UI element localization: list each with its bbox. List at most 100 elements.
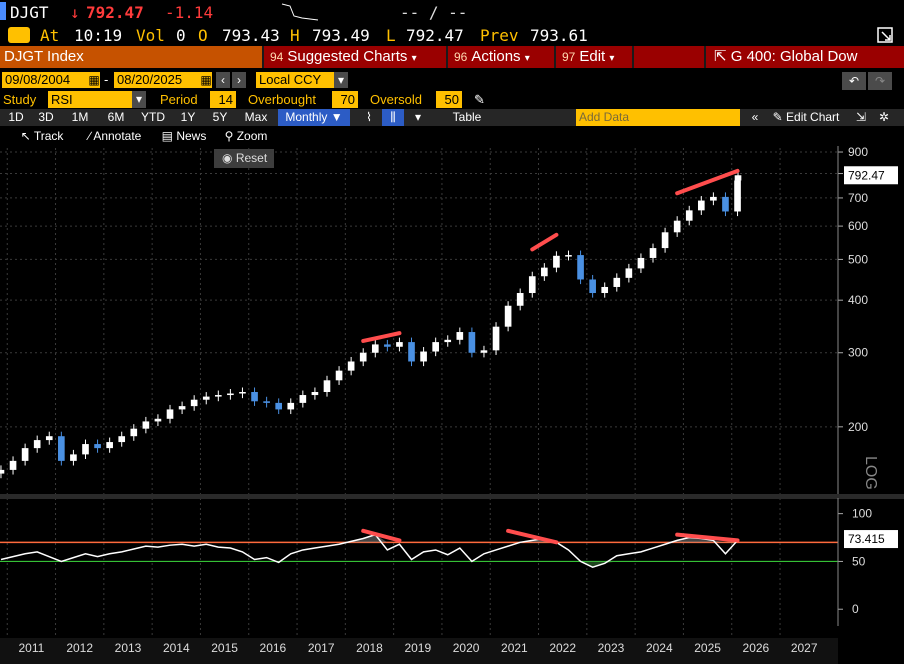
candle-body xyxy=(190,399,198,407)
suggested-charts-button[interactable]: 94 Suggested Charts ▾ xyxy=(264,46,446,68)
price-tick-label: 200 xyxy=(848,420,868,434)
redo-icon[interactable]: ↷ xyxy=(868,72,892,90)
candle-body xyxy=(432,342,439,352)
range-3d[interactable]: 3D xyxy=(38,110,54,124)
overbought-field[interactable]: 70 xyxy=(332,91,358,108)
candle-body xyxy=(118,436,126,443)
start-date: 09/08/2004 xyxy=(5,72,71,87)
end-date-field[interactable]: 08/20/2025 xyxy=(114,72,212,88)
frequency-dropdown[interactable]: Monthly ▼ xyxy=(278,109,350,126)
volume: 0 xyxy=(176,26,186,45)
candle-body xyxy=(287,402,295,410)
period-label: Period xyxy=(160,92,198,107)
start-date-field[interactable]: 09/08/2004 xyxy=(2,72,100,88)
reset-button[interactable]: ◉ Reset xyxy=(214,149,274,168)
candle-body xyxy=(661,232,669,249)
study-value: RSI xyxy=(51,92,73,107)
candle-body xyxy=(456,332,464,340)
candle-body xyxy=(106,442,113,449)
price-tick-label: 300 xyxy=(848,346,868,360)
study-dropdown[interactable]: RSI xyxy=(48,91,146,108)
gear-icon[interactable]: ✲ xyxy=(878,110,890,124)
range-5y[interactable]: 5Y xyxy=(212,110,228,124)
popout-icon[interactable] xyxy=(876,26,896,49)
reset-icon: ◉ xyxy=(222,151,233,165)
undo-icon[interactable]: ↶ xyxy=(842,72,866,90)
chart-type-caret-icon[interactable]: ▾ xyxy=(414,110,422,124)
study-label: Study xyxy=(3,92,37,107)
currency-dropdown[interactable]: Local CCY xyxy=(256,72,348,88)
candle-body xyxy=(227,393,234,396)
period-value: 14 xyxy=(218,92,233,107)
candle-body xyxy=(82,444,89,455)
actions-button[interactable]: 96 Actions ▾ xyxy=(448,46,554,68)
x-tick-label: 2011 xyxy=(18,641,44,655)
line-chart-icon[interactable]: ⌇ xyxy=(366,110,372,124)
next-period-button[interactable]: › xyxy=(232,72,246,88)
range-1y[interactable]: 1Y xyxy=(180,110,196,124)
bid-ask: -- / -- xyxy=(400,3,468,22)
collapse-icon[interactable]: « xyxy=(751,110,759,124)
edit-chart-button[interactable]: ✎ Edit Chart xyxy=(766,109,846,126)
reset-label: Reset xyxy=(235,151,268,165)
last-price: 792.47 xyxy=(86,3,144,22)
calendar-icon[interactable]: ▦ xyxy=(200,73,212,87)
candle-chart-icon[interactable]: ⫼ xyxy=(382,109,404,126)
ticker[interactable]: DJGT xyxy=(10,3,49,22)
oversold-field[interactable]: 50 xyxy=(436,91,462,108)
candle-body xyxy=(371,344,379,353)
candle-body xyxy=(21,448,29,461)
candle-body xyxy=(299,395,307,403)
candle-body xyxy=(58,436,65,461)
caret-down-icon[interactable]: ▾ xyxy=(334,72,348,88)
range-1d[interactable]: 1D xyxy=(8,110,24,124)
chart-canvas[interactable]: 2011 2012 2013 2014 2015 2016 2017 2018 2019 2020… xyxy=(0,146,904,664)
x-tick-label: 2017 xyxy=(308,641,335,655)
candle-body xyxy=(359,352,367,362)
range-6m[interactable]: 6M xyxy=(107,110,125,124)
calendar-icon[interactable]: ▦ xyxy=(88,73,100,87)
x-axis: 2011 2012 2013 2014 2015 2016 2017 2018 2019 2020… xyxy=(0,638,838,664)
candle-body xyxy=(613,277,621,287)
zoom-button[interactable]: ⚲ Zoom xyxy=(218,128,274,145)
range-1m[interactable]: 1M xyxy=(71,110,89,124)
suggested-label: Suggested Charts xyxy=(287,48,408,65)
chart-subbar: ↖ Track ∕ Annotate ▤ News ⚲ Zoom xyxy=(0,128,904,145)
open-price: 793.43 xyxy=(222,26,280,45)
down-arrow-icon: ↓ xyxy=(70,3,80,22)
x-tick-label: 2012 xyxy=(66,641,93,655)
function-bar: DJGT Index 94 Suggested Charts ▾ 96 Action… xyxy=(0,46,904,68)
zoom-icon: ⚲ xyxy=(224,129,234,143)
table-button[interactable]: Table xyxy=(452,110,482,124)
candle-body xyxy=(516,293,524,306)
function-title[interactable]: ⇱ G 400: Global Dow xyxy=(706,46,904,68)
price-tick-label: 700 xyxy=(848,191,868,205)
range-ytd[interactable]: YTD xyxy=(141,110,165,124)
prev-period-button[interactable]: ‹ xyxy=(216,72,230,88)
open-label: O xyxy=(198,26,208,45)
price-tick-label: 900 xyxy=(848,146,868,159)
candle-body xyxy=(311,392,319,396)
range-max[interactable]: Max xyxy=(244,110,268,124)
pencil-icon[interactable]: ✎ xyxy=(474,92,485,107)
add-data-input[interactable]: Add Data xyxy=(576,109,740,126)
period-field[interactable]: 14 xyxy=(210,91,236,108)
rsi-tick-label: 100 xyxy=(852,507,872,521)
caret-down-icon[interactable]: ▾ xyxy=(132,91,146,108)
quote-detail-line: At 10:19 Vol 0 O 793.43 H 793.49 L 792.4… xyxy=(0,24,904,46)
candle-body xyxy=(384,344,391,347)
caret-down-icon: ▾ xyxy=(524,53,530,64)
candle-body xyxy=(94,444,101,449)
edit-button[interactable]: 97 Edit ▾ xyxy=(556,46,632,68)
news-icon: ▤ xyxy=(161,129,173,143)
track-button[interactable]: ↖ Track xyxy=(14,128,70,145)
candle-body xyxy=(45,436,53,441)
x-tick-label: 2024 xyxy=(646,641,673,655)
trendline-annotations xyxy=(361,168,740,545)
candle-body xyxy=(166,409,174,419)
at-label: At xyxy=(40,26,60,45)
security-field[interactable]: DJGT Index xyxy=(0,46,262,68)
news-button[interactable]: ▤ News xyxy=(158,128,210,145)
draw-icon[interactable]: ⇲ xyxy=(855,110,867,124)
annotate-button[interactable]: ∕ Annotate xyxy=(80,128,150,145)
